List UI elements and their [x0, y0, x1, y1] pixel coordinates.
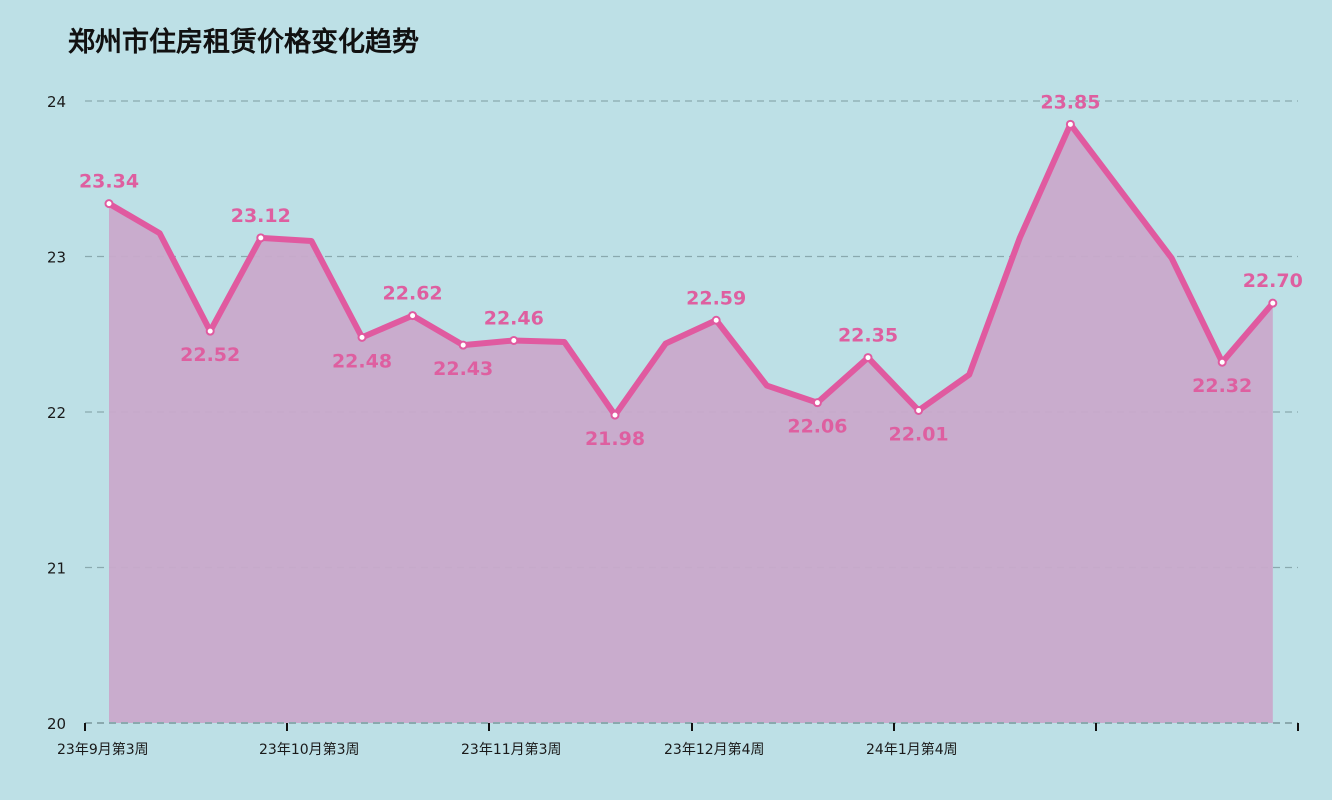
x-tick-label: 24年1月第4周 — [866, 741, 958, 758]
data-label: 22.62 — [383, 283, 443, 305]
chart-title: 郑州市住房租赁价格变化趋势 — [68, 27, 419, 58]
x-tick-label: 23年9月第3周 — [57, 741, 149, 758]
data-label: 22.46 — [484, 307, 544, 329]
data-point — [914, 405, 924, 415]
series-line — [106, 121, 1276, 419]
y-axis: 20 21 22 23 24 — [47, 93, 66, 733]
y-tick-label: 21 — [47, 560, 66, 578]
data-label: 22.01 — [889, 423, 949, 445]
data-label: 22.70 — [1243, 270, 1303, 292]
x-tick-label: 23年10月第3周 — [259, 741, 360, 758]
data-point — [863, 353, 873, 363]
data-points — [104, 119, 1278, 420]
y-tick-label: 20 — [47, 715, 66, 733]
data-point — [1217, 357, 1227, 367]
y-tick-label: 23 — [47, 249, 66, 267]
data-label: 22.59 — [686, 287, 746, 309]
data-point — [458, 340, 468, 350]
data-label: 22.43 — [433, 358, 493, 380]
data-label: 22.32 — [1192, 375, 1252, 397]
x-tick-label: 23年11月第3周 — [461, 741, 562, 758]
data-point — [357, 332, 367, 342]
data-line — [106, 121, 1276, 419]
data-label: 22.06 — [787, 416, 847, 438]
data-label: 23.85 — [1040, 91, 1100, 113]
data-point — [408, 311, 418, 321]
data-label: 22.52 — [180, 344, 240, 366]
data-point — [509, 335, 519, 345]
data-point — [711, 315, 721, 325]
data-point — [205, 326, 215, 336]
x-axis: 23年9月第3周 23年10月第3周 23年11月第3周 23年12月第4周 24年1月… — [57, 723, 1299, 758]
data-point — [1065, 119, 1075, 129]
data-point — [1268, 298, 1278, 308]
data-label: 22.35 — [838, 325, 898, 347]
data-point — [104, 199, 114, 209]
area-shape — [109, 124, 1273, 723]
data-label: 23.12 — [231, 205, 291, 227]
data-point — [812, 398, 822, 408]
data-point — [256, 233, 266, 243]
y-tick-label: 22 — [47, 404, 66, 422]
data-point — [610, 410, 620, 420]
data-labels: 23.34 22.52 23.12 22.48 22.62 22.43 22.46 21.98… — [79, 91, 1303, 450]
data-label: 21.98 — [585, 428, 645, 450]
x-tick-label: 23年12月第4周 — [664, 741, 765, 758]
y-tick-label: 24 — [47, 93, 66, 111]
data-label: 22.48 — [332, 350, 392, 372]
data-label: 23.34 — [79, 171, 139, 193]
